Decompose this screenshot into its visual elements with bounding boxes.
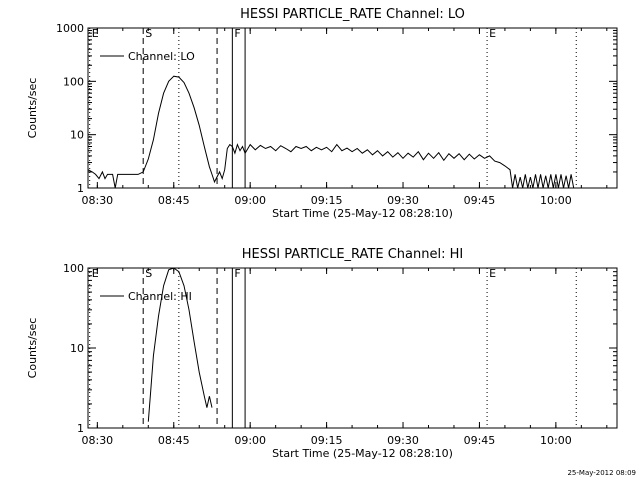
x-tick-label: 09:30 xyxy=(387,194,419,207)
footer-timestamp: 25-May-2012 08:09 xyxy=(567,469,636,477)
event-marker-label: F xyxy=(234,27,240,40)
panel-hi: HESSI PARTICLE_RATE Channel: HI 08:30 08:4… xyxy=(26,247,618,460)
x-tick-label: 10:00 xyxy=(540,194,572,207)
x-tick-label: 08:45 xyxy=(158,194,190,207)
y-tick-label: 1 xyxy=(77,182,84,195)
y-tick-label: 10 xyxy=(70,342,84,355)
x-tick-label: 08:45 xyxy=(158,434,190,447)
legend-label: Channel: LO xyxy=(128,50,195,63)
chart-title: HESSI PARTICLE_RATE Channel: HI xyxy=(242,247,463,262)
event-marker-label: F xyxy=(234,267,240,280)
event-marker-label: S xyxy=(145,27,152,40)
x-tick-label: 09:45 xyxy=(464,434,496,447)
y-axis-label: Counts/sec xyxy=(26,318,39,379)
chart-title: HESSI PARTICLE_RATE Channel: LO xyxy=(240,7,465,22)
y-tick-label: 100 xyxy=(63,262,84,275)
event-marker-label: E xyxy=(489,27,496,40)
x-tick-label: 09:00 xyxy=(234,194,266,207)
event-marker-label: E xyxy=(489,267,496,280)
legend-label: Channel: HI xyxy=(128,290,192,303)
series-line xyxy=(87,75,575,189)
x-tick-label: 09:15 xyxy=(311,434,343,447)
y-tick-label: 10 xyxy=(70,129,84,142)
series-line xyxy=(147,267,213,422)
panel-lo: HESSI PARTICLE_RATE Channel: LO 08:30 08:4… xyxy=(26,7,618,220)
x-axis-label: Start Time (25-May-12 08:28:10) xyxy=(272,207,453,220)
event-marker-label: S xyxy=(145,267,152,280)
x-tick-label: 10:00 xyxy=(540,434,572,447)
x-tick-label: 09:30 xyxy=(387,434,419,447)
x-tick-label: 08:30 xyxy=(81,194,113,207)
x-tick-label: 09:00 xyxy=(234,434,266,447)
x-tick-label: 09:45 xyxy=(464,194,496,207)
event-marker-label: E xyxy=(92,27,99,40)
x-tick-label: 08:30 xyxy=(81,434,113,447)
event-marker-label: E xyxy=(92,267,99,280)
y-axis-label: Counts/sec xyxy=(26,78,39,139)
y-tick-label: 1000 xyxy=(56,22,84,35)
y-tick-label: 1 xyxy=(77,422,84,435)
x-axis-label: Start Time (25-May-12 08:28:10) xyxy=(272,447,453,460)
y-tick-label: 100 xyxy=(63,75,84,88)
x-tick-label: 09:15 xyxy=(311,194,343,207)
